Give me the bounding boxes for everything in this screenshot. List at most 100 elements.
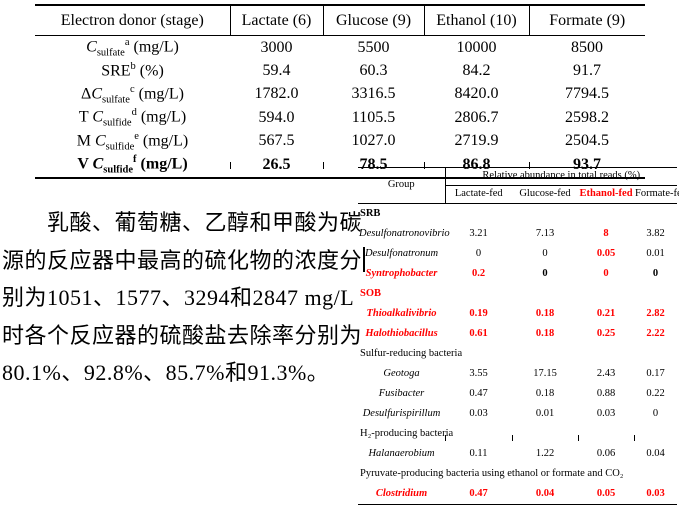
value-cell: 91.7 [573, 62, 601, 80]
chinese-paragraph: 乳酸、葡萄糖、乙醇和甲酸为碳 源的反应器中最高的硫化物的浓度分 别为1051、1… [2, 204, 366, 392]
col-header-lactate-fed: Lactate-fed [444, 185, 512, 204]
paragraph-text: 乳酸、葡萄糖、乙醇和甲酸为碳 [47, 210, 363, 235]
concentration-symbol: C [91, 84, 102, 102]
table-row: T Csulfided (mg/L) 594.0 1105.5 2806.7 2598.… [35, 106, 645, 130]
value-cell: 10000 [456, 38, 497, 56]
table-row: Desulfurispirillum 0.03 0.01 0.03 0 [358, 404, 677, 424]
table-header-row: Electron donor (stage) Lactate (6) Gluco… [35, 5, 645, 36]
value-cell: 3.55 [469, 367, 488, 379]
table-row: SREb (%) 59.4 60.3 84.2 91.7 [35, 60, 645, 83]
concentration-symbol: C [92, 108, 103, 126]
table-row: Syntrophobacter 0.2 0 0 0 [358, 264, 677, 284]
value-cell: 2719.9 [454, 132, 499, 150]
section-row: SOB [358, 284, 677, 304]
section-label: SOB [360, 287, 382, 299]
genus-label: Fusibacter [378, 387, 425, 399]
paragraph-text: 别为1051、1577、3294和2847 mg/L [2, 285, 355, 310]
row-label-subscript: sulfate [101, 94, 130, 106]
value-cell: 0.04 [646, 447, 665, 459]
value-cell: 0.2 [471, 267, 486, 279]
footnote-marker: b [130, 61, 136, 73]
row-label-subscript: sulfate [96, 47, 125, 59]
value-cell: 0.18 [535, 387, 555, 399]
value-cell: 0.47 [469, 387, 488, 399]
value-cell: 0.18 [535, 307, 555, 319]
genus-label: Desulfonatronovibrio [359, 227, 450, 239]
value-cell: 0.06 [596, 447, 616, 459]
footnote-marker: c [129, 83, 135, 95]
value-cell: 0 [603, 267, 609, 279]
row-label-unit: (mg/L) [129, 38, 179, 56]
value-cell: 0.21 [596, 307, 616, 319]
value-cell: 0 [475, 247, 482, 259]
col-header-formate-fed: Formate-fed [634, 185, 679, 204]
row-label-subscript: sulfide [105, 141, 135, 153]
row-label-prefix: V [77, 155, 93, 173]
value-cell: 17.15 [533, 367, 557, 379]
value-cell: 0 [652, 267, 659, 279]
value-cell: 3000 [260, 38, 293, 56]
paragraph-line[interactable]: 乳酸、葡萄糖、乙醇和甲酸为碳 [2, 204, 362, 242]
col-header-lactate: Lactate (6) [229, 5, 323, 36]
value-cell: 8500 [571, 38, 603, 56]
paragraph-line[interactable]: 源的反应器中最高的硫化物的浓度分 [2, 242, 366, 280]
paragraph-text: 时各个反应器的硫酸盐去除率分别为 [2, 322, 363, 348]
table-row: Halanaerobium 0.11 1.22 0.06 0.04 [358, 444, 677, 464]
concentration-symbol: C [94, 131, 106, 149]
genus-label: Geotoga [383, 367, 420, 379]
span-header-relative-abundance: Relative abundance in total reads (%) [444, 167, 678, 186]
value-cell: 0.88 [596, 387, 616, 399]
value-cell: 8 [603, 227, 609, 239]
text-cursor [363, 246, 366, 272]
value-cell: 0.61 [469, 327, 488, 339]
value-cell: 5500 [357, 38, 390, 56]
column-rule-tick [634, 435, 636, 441]
column-rule-tick [445, 435, 447, 441]
paragraph-line[interactable]: 别为1051、1577、3294和2847 mg/L [2, 279, 358, 317]
column-rule-tick [578, 435, 580, 441]
col-header-glucose-fed: Glucose-fed [512, 185, 578, 204]
value-cell: 0.22 [646, 387, 665, 399]
section-row: SRB [358, 204, 677, 225]
value-cell: 1027.0 [351, 132, 396, 150]
value-cell: 0.03 [596, 407, 616, 419]
value-cell: 0.25 [596, 327, 616, 339]
row-label-prefix: M [76, 131, 95, 149]
table-row: Thioalkalivibrio 0.19 0.18 0.21 2.82 [358, 304, 677, 324]
value-cell: 0.05 [596, 487, 616, 499]
relative-abundance-table: Group Relative abundance in total reads … [358, 167, 679, 505]
paragraph-line[interactable]: 80.1%、92.8%、85.7%和91.3%。 [2, 354, 358, 392]
paragraph-line[interactable]: 时各个反应器的硫酸盐去除率分别为 [2, 317, 362, 355]
footnote-marker: e [134, 130, 139, 142]
value-cell: 2.43 [596, 367, 616, 379]
section-label: Sulfur-reducing bacteria [360, 347, 463, 359]
row-label-prefix: Δ [81, 84, 92, 102]
footnote-marker: a [124, 37, 130, 48]
value-cell: 0.47 [469, 487, 488, 499]
section-row: Pyruvate-producing bacteria using ethano… [358, 464, 677, 484]
row-label: SREb (%) [35, 60, 230, 83]
value-cell: 0.03 [646, 487, 665, 499]
row-label: ΔCsulfatec (mg/L) [35, 83, 230, 107]
genus-label: Thioalkalivibrio [366, 307, 437, 319]
value-cell: 84.2 [462, 62, 491, 80]
col-header-group: Group [358, 167, 445, 204]
col-header-ethanol: Ethanol (10) [423, 5, 529, 36]
row-label-unit: (mg/L) [134, 84, 184, 102]
value-cell: 1105.5 [351, 108, 396, 126]
value-cell: 0.04 [535, 487, 555, 499]
row-label-unit: (mg/L) [138, 131, 189, 149]
table-header-row: Group Relative abundance in total reads … [358, 167, 678, 204]
value-cell: 594.0 [258, 108, 295, 126]
section-label: Pyruvate-producing bacteria using ethano… [360, 467, 624, 479]
table-row: Geotoga 3.55 17.15 2.43 0.17 [358, 364, 677, 384]
row-label-prefix: SRE [101, 62, 131, 80]
footnote-marker: f [133, 154, 137, 166]
col-header-electron-donor: Electron donor (stage) [35, 5, 230, 36]
value-cell: 7794.5 [565, 85, 609, 103]
col-header-glucose: Glucose (9) [322, 5, 424, 36]
value-cell: 3316.5 [351, 85, 396, 103]
row-label-prefix: T [78, 108, 93, 126]
section-label: SRB [360, 207, 381, 219]
value-cell: 1782.0 [254, 85, 299, 103]
